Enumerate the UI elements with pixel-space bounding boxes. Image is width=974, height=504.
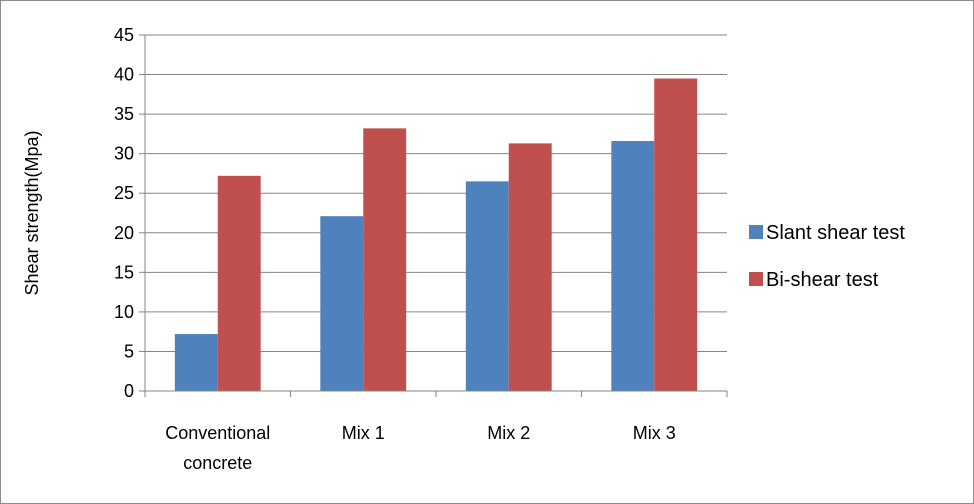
legend: Slant shear test Bi-shear test	[749, 222, 905, 291]
bar-bi-shear-test-3	[654, 78, 698, 391]
legend-label-slant-shear-test: Slant shear test	[766, 222, 905, 244]
y-axis-title: Shear strength(Mpa)	[22, 130, 42, 295]
y-tick-labels: 0 5 10 15 20 25 30 35 40 45	[114, 25, 134, 401]
y-tick-label-40: 40	[114, 65, 134, 85]
y-tick-label-10: 10	[114, 302, 134, 322]
x-category-label-0: Conventional concrete	[165, 423, 270, 473]
y-tick-label-0: 0	[124, 381, 134, 401]
y-tick-label-30: 30	[114, 144, 134, 164]
x-category-label-3: Mix 3	[633, 423, 676, 443]
y-tick-label-15: 15	[114, 262, 134, 282]
bar-slant-shear-test-2	[465, 181, 509, 391]
x-category-label-2: Mix 2	[487, 423, 530, 443]
legend-swatch-slant-shear-test	[749, 225, 763, 239]
x-category-label-line: Mix 1	[342, 423, 385, 443]
legend-swatch-bi-shear-test	[749, 272, 763, 286]
y-tick-label-25: 25	[114, 183, 134, 203]
legend-label-bi-shear-test: Bi-shear test	[766, 269, 879, 291]
bar-slant-shear-test-1	[320, 216, 364, 391]
x-category-labels: Conventional concrete Mix 1 Mix 2 Mix 3	[165, 423, 676, 473]
y-tick-label-5: 5	[124, 341, 134, 361]
bar-bi-shear-test-1	[363, 128, 407, 391]
bar-bi-shear-test-0	[217, 175, 261, 391]
x-category-label-line: Conventional	[165, 423, 270, 443]
bars	[174, 78, 698, 391]
y-tick-label-20: 20	[114, 223, 134, 243]
bar-slant-shear-test-3	[611, 141, 655, 391]
bar-slant-shear-test-0	[174, 334, 218, 391]
x-category-label-line: concrete	[183, 453, 252, 473]
y-tick-label-45: 45	[114, 25, 134, 45]
x-category-label-line: Mix 2	[487, 423, 530, 443]
x-category-label-line: Mix 3	[633, 423, 676, 443]
bar-bi-shear-test-2	[508, 143, 552, 391]
x-category-label-1: Mix 1	[342, 423, 385, 443]
y-tick-label-35: 35	[114, 104, 134, 124]
axes	[139, 34, 728, 397]
